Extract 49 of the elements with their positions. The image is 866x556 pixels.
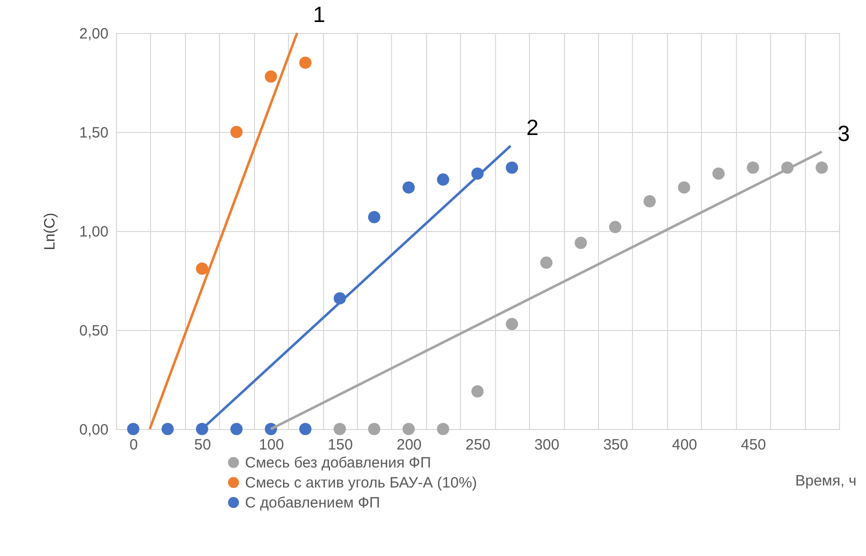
x-tick-label: 150 — [328, 436, 353, 454]
legend-label: Смесь без добавления ФП — [245, 454, 431, 472]
x-tick-label: 400 — [672, 436, 698, 454]
x-tick-label: 0 — [130, 436, 138, 454]
x-tick-label: 50 — [194, 436, 211, 454]
point — [127, 422, 140, 436]
legend-label: Смесь с актив уголь БАУ-А (10%) — [245, 474, 478, 492]
y-tick-label: 0,50 — [79, 322, 108, 340]
point — [162, 422, 174, 436]
point — [816, 162, 828, 174]
y-axis-title: Ln(C) — [41, 212, 58, 250]
point — [436, 422, 450, 436]
text: 1 — [312, 2, 326, 27]
x-tick-label: 350 — [603, 436, 628, 454]
y-tick-label: 0,00 — [79, 422, 108, 438]
point — [540, 256, 552, 269]
point — [368, 211, 380, 224]
point — [436, 173, 450, 186]
x-tick-label: 450 — [740, 436, 766, 454]
x-tick-label: 200 — [396, 436, 422, 454]
x-tick-label: 250 — [465, 436, 491, 454]
point — [402, 181, 415, 194]
point — [506, 318, 518, 330]
x-tick-label: 300 — [534, 436, 560, 454]
y-tick-label: 2,00 — [79, 26, 108, 42]
point — [299, 56, 312, 69]
x-axis-title: Время, ч — [795, 472, 856, 490]
y-tick-label: 1,50 — [79, 124, 108, 142]
legend-label: С добавлением ФП — [245, 494, 380, 512]
point — [368, 422, 380, 436]
y-tick-label: 1,00 — [79, 224, 108, 240]
point — [609, 220, 622, 234]
point — [644, 195, 656, 208]
point — [230, 126, 243, 138]
point — [230, 422, 243, 436]
point — [746, 162, 760, 174]
point — [334, 422, 346, 436]
point — [402, 422, 415, 436]
point — [678, 181, 690, 194]
point — [506, 162, 518, 174]
point — [264, 70, 278, 83]
point — [574, 236, 587, 249]
point — [712, 167, 725, 180]
point — [196, 262, 208, 275]
annotation: 2 — [526, 114, 539, 140]
point — [471, 385, 484, 398]
point — [299, 422, 312, 436]
annotation: 3 — [838, 120, 850, 146]
x-tick-label: 100 — [258, 436, 284, 454]
